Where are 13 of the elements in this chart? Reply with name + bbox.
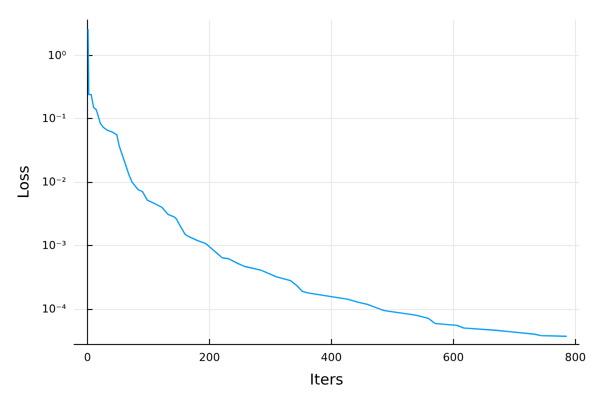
x-axis-title: Iters	[310, 370, 344, 388]
y-tick-label: 10⁻³	[42, 239, 66, 252]
y-tick-label: 10⁻⁴	[42, 302, 67, 316]
y-axis-title: Loss	[14, 165, 32, 198]
x-tick-label: 400	[320, 351, 342, 364]
x-tick-label: 200	[198, 351, 220, 364]
x-tick-label: 0	[84, 351, 92, 364]
x-tick-label: 800	[564, 351, 586, 364]
y-tick-label: 10⁰	[48, 48, 67, 62]
x-tick-label: 600	[442, 351, 464, 364]
line-series	[87, 28, 568, 337]
y-tick-label: 10⁻²	[42, 176, 66, 189]
y-tick-label: 10⁻¹	[42, 112, 66, 126]
